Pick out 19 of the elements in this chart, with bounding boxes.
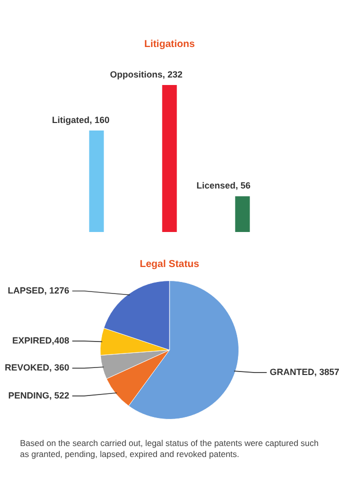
data-label: , 56 [236, 180, 251, 191]
x-tick-label: Oppositions [110, 69, 163, 80]
data-label: , 160 [90, 114, 110, 125]
chart-title: Legal Status [140, 258, 200, 270]
chart-title: Litigations [144, 38, 196, 50]
data-label: , 3857 [314, 367, 339, 378]
data-label: , 232 [162, 69, 183, 80]
slice-label: REVOKED [4, 362, 50, 373]
text: Based on the search carried out, legal status of the patents were captured such as granted, pending, lapsed, expired and revoked patents. [20, 438, 320, 460]
data-label: ,408 [52, 336, 70, 346]
data-label: , 522 [49, 390, 70, 400]
slice-label: PENDING [8, 390, 50, 400]
slice-label: GRANTED [270, 367, 315, 378]
data-label: , 1276 [44, 285, 70, 296]
data-label: , 360 [49, 362, 70, 373]
slice-label: EXPIRED [12, 336, 52, 346]
x-tick-label: Litigated [52, 114, 90, 125]
slice-label: LAPSED [8, 285, 45, 296]
x-tick-label: Licensed [196, 180, 236, 191]
